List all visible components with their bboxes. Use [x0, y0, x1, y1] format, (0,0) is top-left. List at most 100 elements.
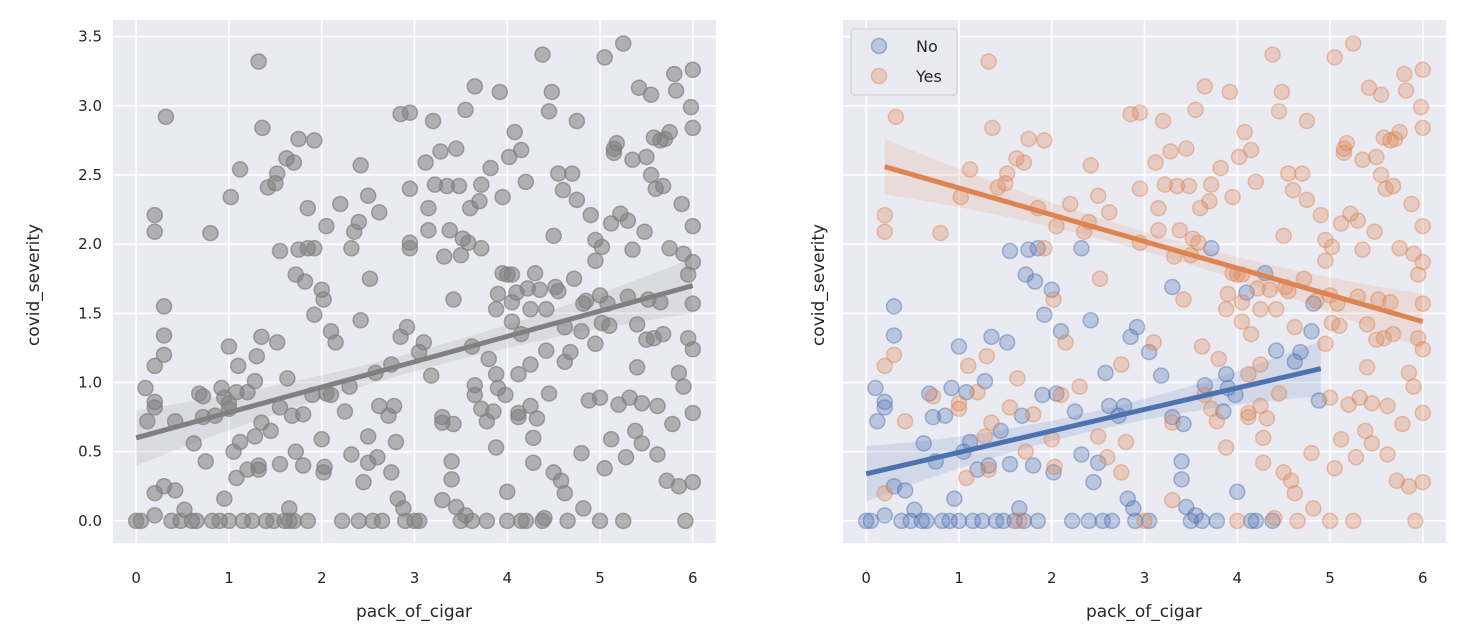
x-tick-label: 1	[954, 569, 964, 587]
scatter-point	[1122, 328, 1139, 346]
scatter-point	[684, 341, 702, 358]
scatter-point	[268, 165, 286, 182]
scatter-point	[1150, 199, 1167, 217]
scatter-point	[1247, 173, 1265, 191]
scatter-point	[1140, 343, 1158, 361]
scatter-point	[1119, 490, 1137, 507]
scatter-point	[1388, 472, 1406, 489]
scatter-point	[188, 512, 205, 530]
scatter-point	[1310, 392, 1328, 409]
scatter-point	[998, 334, 1016, 351]
x-tick-label: 6	[1418, 569, 1428, 587]
scatter-point	[478, 512, 496, 530]
scatter-point	[602, 430, 620, 448]
scatter-point	[1224, 188, 1241, 206]
scatter-point	[202, 224, 219, 242]
scatter-point	[1147, 154, 1164, 171]
scatter-point	[487, 365, 505, 383]
scatter-point	[1177, 140, 1195, 157]
scatter-point	[1267, 342, 1285, 359]
scatter-point	[500, 148, 518, 166]
scatter-point	[563, 165, 581, 182]
scatter-point	[271, 455, 289, 473]
scatter-point	[636, 223, 653, 240]
regression-line	[135, 283, 694, 441]
x-tick-label: 4	[502, 569, 512, 587]
scatter-point	[1175, 415, 1192, 433]
scatter-point	[587, 252, 604, 269]
scatter-point	[1203, 400, 1220, 418]
scatter-point	[950, 338, 968, 355]
scatter-point	[1414, 61, 1432, 79]
scatter-point	[1240, 365, 1257, 383]
scatter-point	[1242, 325, 1260, 343]
scatter-point	[1326, 49, 1343, 66]
scatter-point	[950, 400, 968, 418]
scatter-point	[1338, 134, 1355, 152]
scatter-point	[1351, 389, 1368, 406]
scatter-point	[941, 512, 958, 530]
scatter-point	[1405, 245, 1422, 263]
scatter-point	[1405, 378, 1422, 395]
scatter-point	[969, 383, 986, 401]
scatter-point	[220, 512, 238, 530]
left-x-axis-label: pack_of_cigar	[356, 602, 472, 622]
scatter-point	[1131, 180, 1149, 198]
scatter-point	[1125, 500, 1142, 517]
scatter-point	[503, 313, 521, 330]
scatter-point	[619, 212, 637, 229]
scatter-point	[1164, 491, 1181, 509]
scatter-point	[1289, 512, 1306, 530]
scatter-point	[667, 82, 685, 99]
scatter-point	[299, 512, 317, 530]
scatter-point	[1266, 509, 1283, 527]
scatter-point	[1347, 448, 1365, 466]
scatter-point	[1233, 294, 1251, 311]
x-tick-label: 3	[410, 569, 420, 587]
scatter-point	[565, 270, 583, 287]
x-tick-label: 2	[1047, 569, 1057, 587]
scatter-point	[614, 512, 632, 530]
scatter-point	[528, 410, 546, 427]
scatter-point	[452, 246, 470, 264]
scatter-point	[146, 507, 163, 524]
scatter-point	[350, 512, 368, 530]
scatter-point	[1394, 415, 1411, 433]
scatter-point	[596, 49, 613, 66]
scatter-point	[1036, 132, 1053, 149]
scatter-point	[673, 195, 690, 213]
scatter-point	[506, 123, 523, 141]
scatter-point	[1048, 217, 1065, 235]
scatter-point	[463, 512, 481, 530]
scatter-point	[420, 222, 437, 239]
scatter-point	[1215, 403, 1232, 420]
scatter-point	[1332, 215, 1350, 232]
scatter-point	[918, 512, 935, 530]
scatter-point	[1284, 181, 1302, 199]
y-tick-label: 1.0	[78, 374, 102, 392]
scatter-point	[554, 181, 572, 199]
scatter-point	[582, 206, 600, 224]
scatter-point	[287, 443, 305, 460]
scatter-point	[1029, 512, 1047, 530]
scatter-point	[670, 478, 688, 495]
scatter-point	[1089, 428, 1107, 445]
scatter-point	[1363, 395, 1381, 412]
scatter-point	[1286, 353, 1304, 370]
scatter-point	[457, 101, 474, 119]
scatter-point	[684, 253, 702, 271]
scatter-point	[980, 461, 997, 478]
scatter-point	[1089, 454, 1107, 472]
scatter-point	[512, 141, 530, 159]
scatter-point	[1375, 129, 1393, 146]
scatter-point	[1190, 234, 1207, 252]
scatter-point	[487, 300, 505, 318]
scatter-point	[961, 161, 979, 178]
scatter-point	[995, 512, 1012, 530]
scatter-point	[984, 119, 1001, 137]
scatter-point	[499, 512, 516, 530]
scatter-point	[1384, 325, 1402, 343]
scatter-point	[649, 446, 666, 463]
scatter-point	[1103, 512, 1121, 530]
scatter-point	[896, 412, 914, 430]
